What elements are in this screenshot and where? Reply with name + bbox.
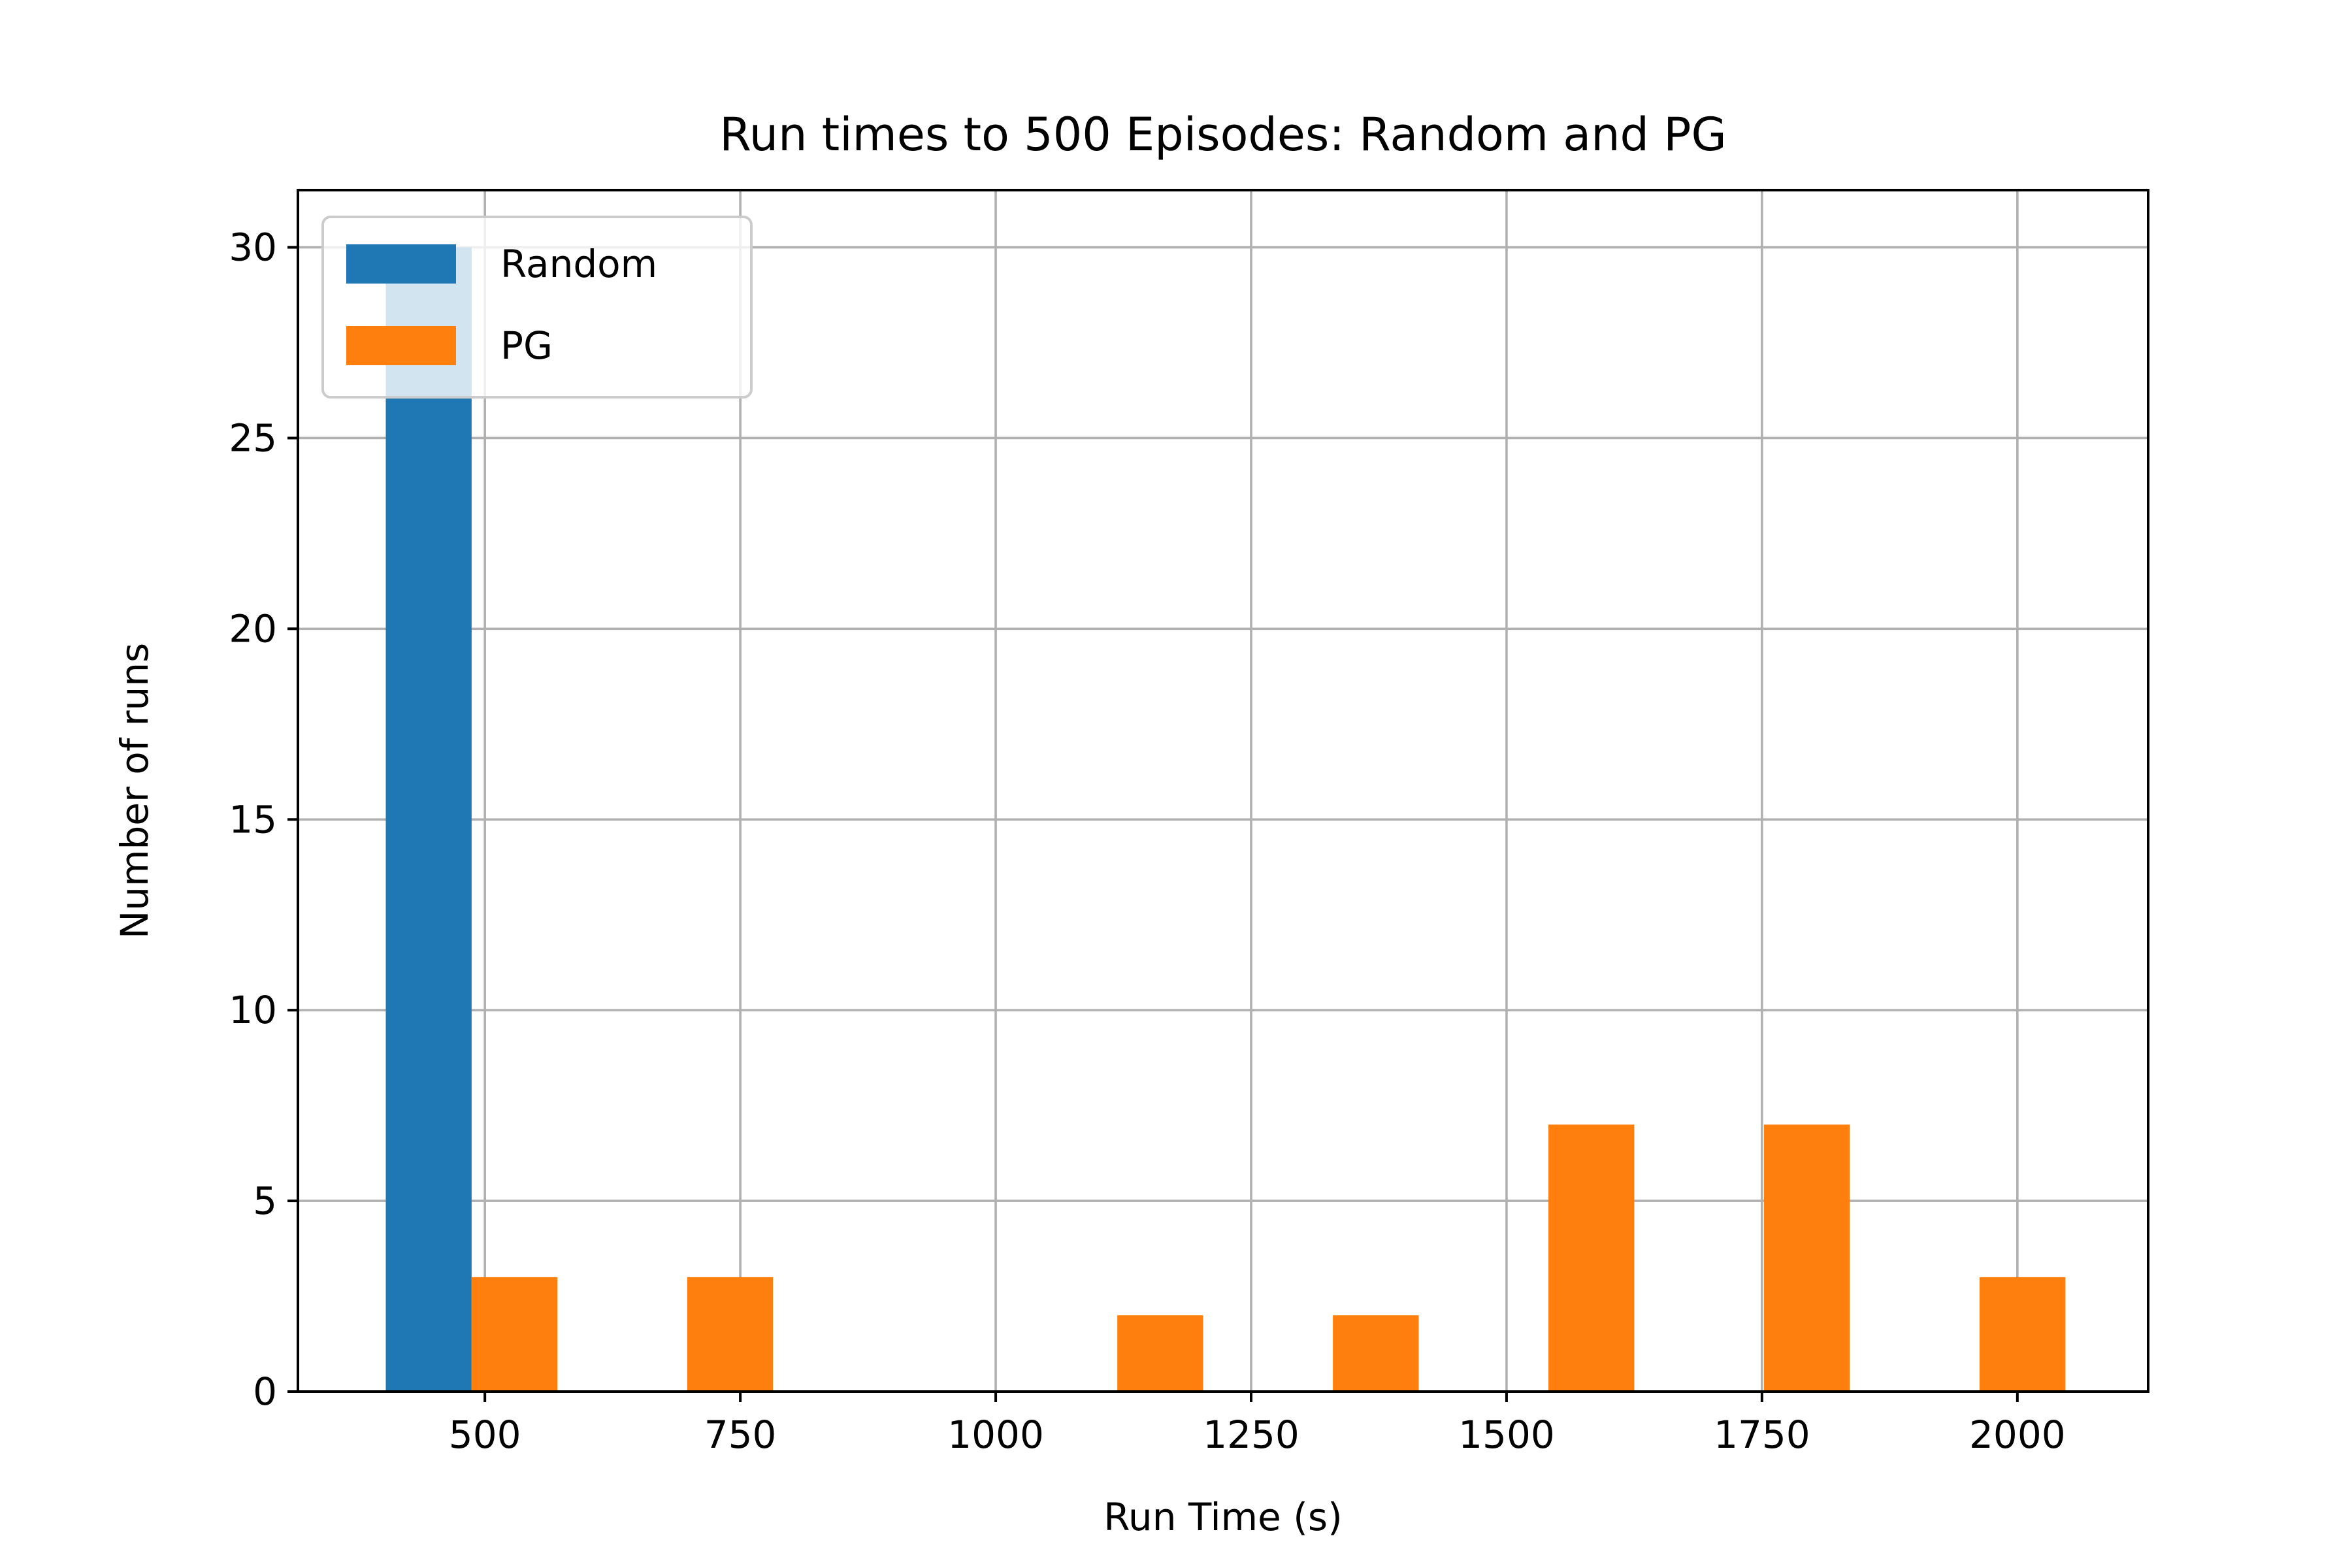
y-tick-label: 0	[253, 1369, 277, 1414]
pg-bar	[687, 1277, 774, 1392]
pg-bar	[1764, 1124, 1850, 1392]
pg-bar	[1117, 1315, 1203, 1392]
x-tick-label: 1250	[1203, 1413, 1299, 1457]
y-tick-label: 5	[253, 1179, 277, 1223]
x-tick-label: 2000	[1969, 1413, 2066, 1457]
grid-lines	[298, 190, 2148, 1393]
random-bar	[385, 247, 472, 1392]
legend-label: Random	[500, 242, 657, 286]
legend: Random PG	[321, 216, 753, 399]
plot-frame	[297, 189, 2149, 1393]
x-tick-label: 1000	[947, 1413, 1044, 1457]
pg-bar	[1333, 1315, 1419, 1392]
legend-swatch	[346, 326, 456, 365]
x-axis-label: Run Time (s)	[1103, 1495, 1343, 1539]
pg-bar	[471, 1277, 558, 1392]
axis-ticks: 500 750 1000 1250 1500 1750 2000 0 5 10 15 20 25 30	[229, 225, 2065, 1457]
pg-bar	[1548, 1124, 1635, 1392]
legend-swatch	[346, 244, 456, 284]
y-axis-label: Number of runs	[112, 643, 157, 939]
y-tick-label: 30	[229, 225, 277, 270]
y-tick-label: 25	[229, 416, 277, 460]
x-tick-label: 1500	[1458, 1413, 1555, 1457]
y-tick-label: 15	[229, 797, 277, 841]
chart-title: Run times to 500 Episodes: Random and PG	[719, 108, 1726, 161]
y-tick-label: 10	[229, 988, 277, 1032]
x-tick-label: 500	[449, 1413, 521, 1457]
pg-bar	[1979, 1277, 2066, 1392]
x-tick-label: 1750	[1714, 1413, 1810, 1457]
x-tick-label: 750	[704, 1413, 777, 1457]
y-tick-label: 20	[229, 606, 277, 651]
legend-label: PG	[500, 323, 553, 368]
bars	[385, 247, 2066, 1392]
